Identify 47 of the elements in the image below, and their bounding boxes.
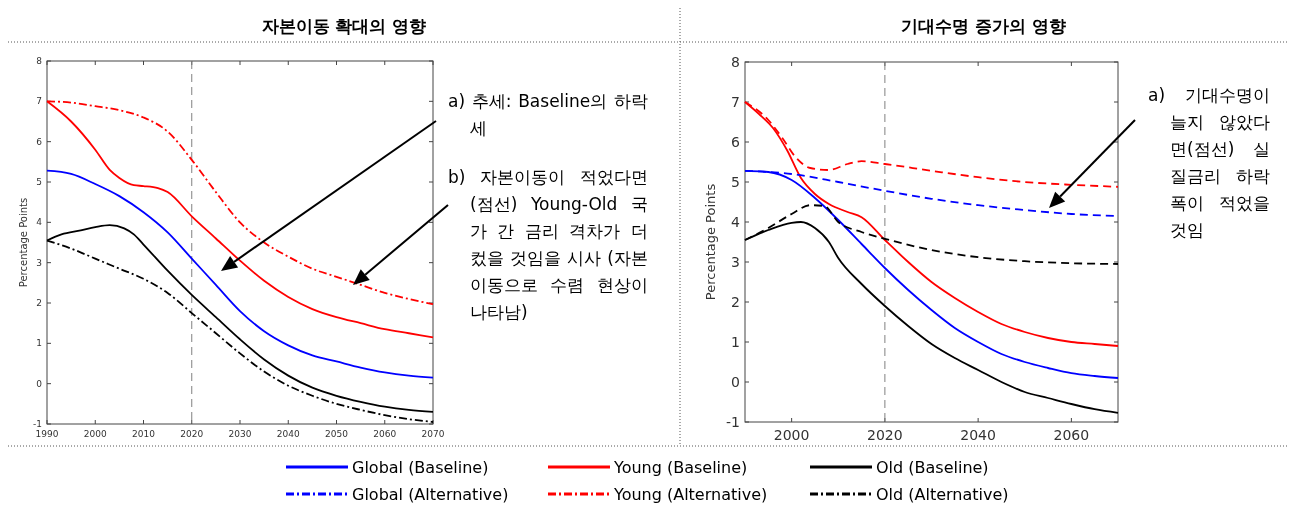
- y-tick-label: 3: [36, 257, 42, 268]
- y-tick-label: -1: [726, 413, 740, 430]
- legend-label: Old (Alternative): [876, 485, 1009, 504]
- y-axis-title: Percentage Points: [18, 197, 29, 288]
- y-tick-label: 1: [731, 333, 740, 350]
- y-tick-label: 1: [36, 338, 42, 349]
- legend-label: Global (Alternative): [352, 485, 509, 504]
- x-tick-label: 2050: [325, 429, 349, 439]
- legend-label: Young (Baseline): [613, 458, 748, 477]
- x-tick-label: 2000: [83, 429, 107, 439]
- x-tick-label: 2030: [228, 429, 252, 439]
- y-tick-label: 5: [36, 177, 42, 188]
- text: b) 자본이동이 적었다면(점선) Young-Old 국가 간 금리 격차가 더 컸을 것임을 시사 (자본이동으로 수렴 현상이 나타남): [448, 166, 648, 324]
- x-tick-label: 2020: [867, 427, 903, 443]
- y-tick-label: 6: [731, 133, 741, 150]
- y-tick-label: 0: [36, 378, 43, 389]
- x-tick-label: 2070: [421, 429, 445, 439]
- y-tick-label: 8: [731, 53, 740, 70]
- x-tick-label: 2060: [1053, 427, 1090, 443]
- y-tick-label: 2: [731, 293, 740, 310]
- y-tick-label: 3: [731, 253, 740, 270]
- y-tick-label: 4: [731, 213, 741, 230]
- x-tick-label: 2020: [180, 429, 204, 439]
- x-tick-label: 2040: [960, 427, 996, 443]
- y-tick-label: 4: [36, 217, 43, 228]
- y-axis-title: Percentage Points: [703, 183, 718, 301]
- y-tick-label: 7: [36, 96, 42, 107]
- legend-label: Old (Baseline): [876, 458, 989, 477]
- line-series: [46, 169, 434, 379]
- y-tick-label: 5: [731, 173, 740, 190]
- legend-label: Global (Baseline): [352, 458, 489, 477]
- y-tick-label: 7: [731, 93, 740, 110]
- text: a) 추세: Baseline의 하락세: [448, 90, 648, 140]
- y-tick-label: -1: [33, 419, 42, 430]
- x-tick-label: 2010: [132, 429, 156, 439]
- x-tick-label: 2060: [373, 429, 397, 439]
- chart-title: 자본이동 확대의 영향: [261, 16, 427, 36]
- text: a) 기대수명이 늘지 않았다면(점선) 실질금리 하락폭이 적었을 것임: [1148, 84, 1270, 242]
- legend-label: Young (Alternative): [613, 485, 768, 504]
- x-tick-label: 2000: [773, 427, 810, 443]
- y-tick-label: 8: [36, 56, 43, 67]
- y-tick-label: 6: [36, 136, 43, 147]
- y-tick-label: 0: [731, 373, 740, 390]
- y-tick-label: 2: [36, 298, 42, 309]
- x-tick-label: 1990: [35, 429, 59, 439]
- x-tick-label: 2040: [276, 429, 300, 439]
- chart-title: 기대수명 증가의 영향: [901, 16, 1066, 36]
